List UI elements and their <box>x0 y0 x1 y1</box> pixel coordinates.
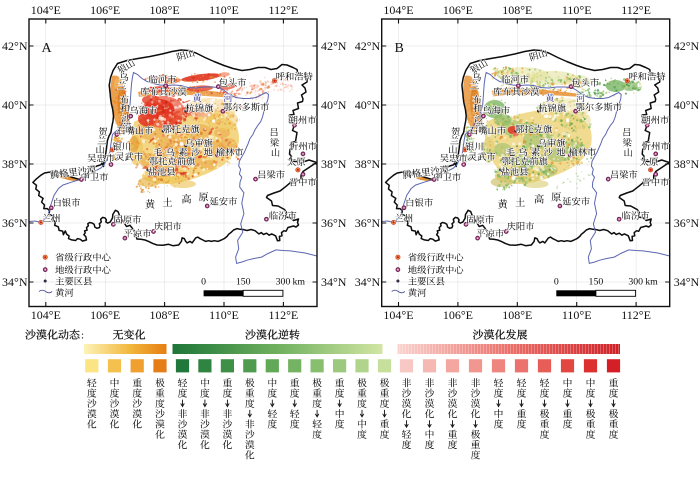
svg-text:B: B <box>395 41 404 56</box>
svg-text::: : <box>81 330 84 342</box>
svg-text:A: A <box>41 41 52 56</box>
